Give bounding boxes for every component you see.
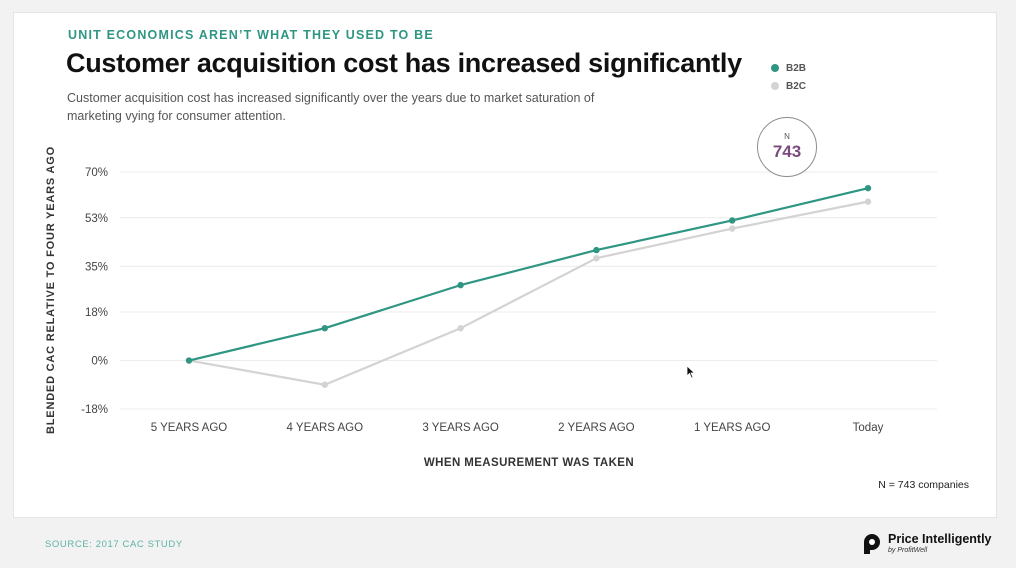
x-tick-label-2: 3 YEARS AGO (422, 422, 499, 434)
series-line-b2c (188, 200, 869, 386)
legend-label-b2c: B2C (786, 80, 807, 92)
y-tick-label-1: 53% (85, 213, 108, 225)
data-point-b2c-5 (864, 198, 872, 205)
chart-legend: B2B B2C (771, 59, 806, 95)
chart-card (13, 12, 997, 518)
x-tick-label-1: 4 YEARS AGO (287, 422, 364, 434)
eyebrow-heading: UNIT ECONOMICS AREN’T WHAT THEY USED TO … (68, 28, 434, 42)
data-point-b2b-5 (864, 184, 872, 192)
brand-logo-icon (864, 534, 880, 554)
page-subtitle: Customer acquisition cost has increased … (67, 91, 595, 123)
data-point-b2b-3 (593, 246, 600, 254)
x-tick-label-0: 5 YEARS AGO (151, 422, 228, 434)
grid-layer (120, 171, 937, 410)
y-tick-label-2: 35% (85, 261, 108, 273)
data-point-b2c-1 (321, 381, 328, 388)
y-tick-label-3: 18% (85, 307, 108, 319)
tick-label-layer: 70% 53% 35% 18% 0% -18% 5 YEARS AGO 4 YEARS AGO… (81, 167, 883, 434)
data-point-b2b-4 (729, 217, 736, 224)
y-tick-label-4: 0% (91, 356, 108, 368)
page-title: Customer acquisition cost has increased … (66, 48, 742, 78)
data-point-b2c-3 (593, 254, 600, 262)
legend-label-b2b: B2B (786, 62, 807, 74)
legend-item-b2b: B2B (771, 59, 806, 77)
data-point-b2b-0 (185, 357, 193, 364)
x-axis-title: WHEN MEASUREMENT WAS TAKEN (424, 457, 634, 469)
y-tick-label-0: 70% (85, 167, 108, 179)
badge-value: 743 (772, 142, 802, 161)
source-note: SOURCE: 2017 CAC STUDY (45, 539, 183, 550)
series-line-b2b (188, 187, 869, 362)
sample-footnote: N = 743 companies (878, 479, 969, 491)
data-point-b2c-2 (457, 325, 464, 332)
y-tick-label-5: -18% (81, 404, 108, 416)
x-tick-label-3: 2 YEARS AGO (558, 422, 635, 434)
y-axis-title: BLENDED CAC RELATIVE TO FOUR YEARS AGO (45, 146, 57, 434)
data-point-b2b-1 (321, 325, 328, 332)
x-tick-label-5: Today (853, 422, 884, 434)
data-point-b2c-4 (729, 225, 736, 232)
mouse-cursor-icon (686, 365, 696, 379)
x-tick-label-4: 1 YEARS AGO (694, 422, 771, 434)
badge-label: N (784, 132, 790, 141)
legend-item-b2c: B2C (771, 77, 806, 95)
brand-subtitle: by ProfitWell (888, 547, 928, 554)
brand-name: Price Intelligently (888, 532, 992, 546)
brand-logo: Price Intelligently by ProfitWell (862, 533, 992, 555)
legend-swatch-b2b (771, 64, 779, 72)
brand-text: Price Intelligently by ProfitWell (888, 533, 992, 555)
legend-swatch-b2c (771, 82, 779, 90)
series-layer (185, 184, 872, 388)
sample-size-badge: N 743 (757, 117, 817, 177)
data-point-b2b-2 (457, 281, 464, 289)
